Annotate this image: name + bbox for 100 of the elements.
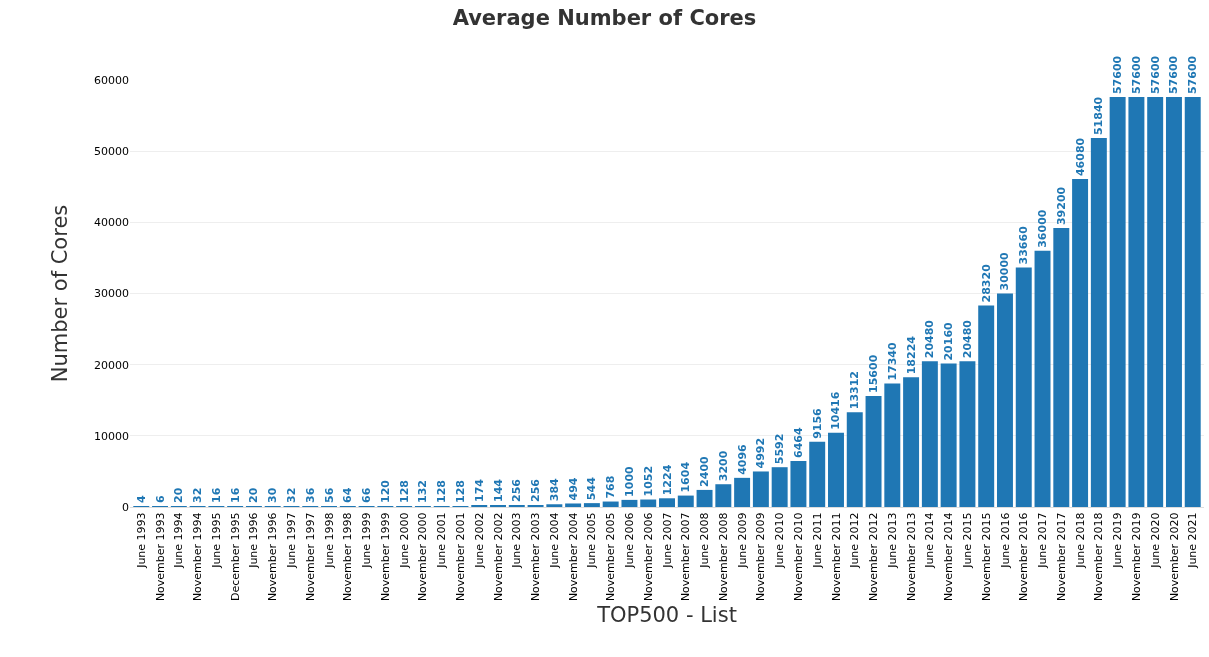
bar: [752, 471, 769, 507]
bar: [1072, 179, 1089, 507]
y-tick-label: 20000: [94, 358, 129, 372]
x-tick-label: November 1998: [341, 512, 355, 602]
x-tick-label: November 1997: [303, 512, 317, 602]
data-label: 1604: [679, 461, 693, 493]
data-label: 64: [341, 487, 355, 503]
data-label: 4096: [735, 443, 749, 475]
bar: [715, 484, 732, 507]
x-tick-label: June 2009: [735, 512, 749, 569]
bar: [696, 489, 713, 507]
x-tick-label: June 2005: [585, 512, 599, 569]
bar: [583, 503, 600, 507]
y-tick-label: 30000: [94, 287, 129, 301]
data-label: 56: [322, 487, 336, 503]
x-tick-label: June 2004: [547, 512, 561, 569]
bar: [640, 499, 657, 507]
x-tick-label: November 2013: [904, 512, 918, 602]
x-tick-label: June 2011: [810, 512, 824, 569]
bar: [1053, 228, 1070, 507]
y-tick-label: 0: [122, 500, 129, 514]
y-axis-title: Number of Cores: [48, 204, 73, 383]
x-tick-label: June 1996: [247, 512, 261, 569]
data-label: 9156: [810, 407, 824, 439]
x-tick-label: November 2016: [1017, 512, 1031, 602]
y-tick-label: 40000: [94, 216, 129, 230]
data-label: 33660: [1017, 225, 1031, 265]
data-label: 6: [153, 495, 167, 503]
bar: [1090, 138, 1107, 507]
bar: [1147, 97, 1164, 507]
data-label: 768: [604, 475, 618, 499]
data-label: 57600: [1148, 55, 1162, 95]
x-tick-label: November 2004: [566, 512, 580, 602]
x-tick-label: June 1997: [285, 512, 299, 569]
bar: [865, 395, 882, 507]
bar: [546, 504, 563, 507]
data-label: 15600: [867, 354, 881, 393]
x-tick-label: November 2002: [491, 512, 505, 602]
data-label: 1000: [622, 465, 636, 497]
x-tick-label: June 2015: [960, 512, 974, 569]
data-label: 1052: [641, 465, 655, 497]
bar: [790, 461, 807, 507]
x-tick-label: November 2015: [979, 512, 993, 602]
bar: [677, 495, 694, 507]
x-tick-label: June 2003: [510, 512, 524, 569]
data-label: 57600: [1111, 55, 1125, 95]
x-tick-label: June 2012: [848, 512, 862, 569]
x-tick-label: November 2020: [1167, 512, 1181, 602]
bar: [1184, 97, 1201, 507]
x-tick-label: November 2014: [942, 512, 956, 602]
data-label: 57600: [1167, 55, 1181, 95]
y-tick-label: 10000: [94, 429, 129, 443]
bar: [734, 477, 751, 507]
data-label: 30000: [998, 251, 1012, 291]
data-label: 57600: [1129, 55, 1143, 95]
x-tick-label: June 2021: [1186, 512, 1200, 569]
bar: [771, 467, 788, 507]
x-tick-label: November 2007: [679, 512, 693, 602]
x-tick-label: November 2017: [1054, 512, 1068, 602]
bar: [809, 441, 826, 507]
data-label: 132: [416, 480, 430, 503]
x-tick-label: November 2010: [792, 512, 806, 602]
data-label: 20160: [942, 321, 956, 361]
data-label: 46080: [1073, 137, 1087, 177]
x-tick-label: June 2010: [773, 512, 787, 569]
x-tick-label: November 2019: [1129, 512, 1143, 602]
data-label: 128: [435, 480, 449, 503]
data-label: 66: [360, 487, 374, 503]
bar: [828, 432, 844, 507]
x-tick-label: November 2018: [1092, 512, 1106, 602]
bar: [1034, 250, 1051, 507]
x-tick-label: November 2001: [454, 512, 468, 602]
data-label: 30: [266, 487, 280, 503]
data-label: 17340: [885, 341, 899, 381]
data-label: 20: [247, 487, 261, 503]
data-label: 28320: [979, 263, 993, 303]
data-label: 18224: [904, 335, 918, 375]
x-tick-label: November 2005: [604, 512, 618, 602]
x-tick-label: November 2006: [641, 512, 655, 602]
x-tick-label: June 1993: [134, 512, 148, 569]
x-tick-label: June 2017: [1036, 512, 1050, 569]
x-tick-label: June 1995: [209, 512, 223, 569]
x-tick-label: June 2002: [472, 512, 486, 569]
bar: [1165, 97, 1182, 507]
bar: [565, 503, 582, 507]
x-axis-title: TOP500 - List: [596, 603, 737, 628]
bar: [978, 305, 995, 507]
data-label: 36: [303, 487, 317, 503]
x-tick-label: June 2006: [623, 512, 637, 569]
x-tick-label: June 2020: [1148, 512, 1162, 569]
bar: [659, 498, 675, 507]
data-label: 256: [529, 478, 543, 502]
data-label: 256: [510, 478, 524, 502]
data-label: 20480: [923, 319, 937, 359]
data-label: 5592: [773, 433, 787, 465]
bar: [903, 377, 920, 507]
y-tick-label: 60000: [94, 73, 129, 87]
data-label: 4: [134, 495, 148, 503]
x-tick-label: June 2016: [998, 512, 1012, 569]
data-label: 174: [472, 478, 486, 502]
